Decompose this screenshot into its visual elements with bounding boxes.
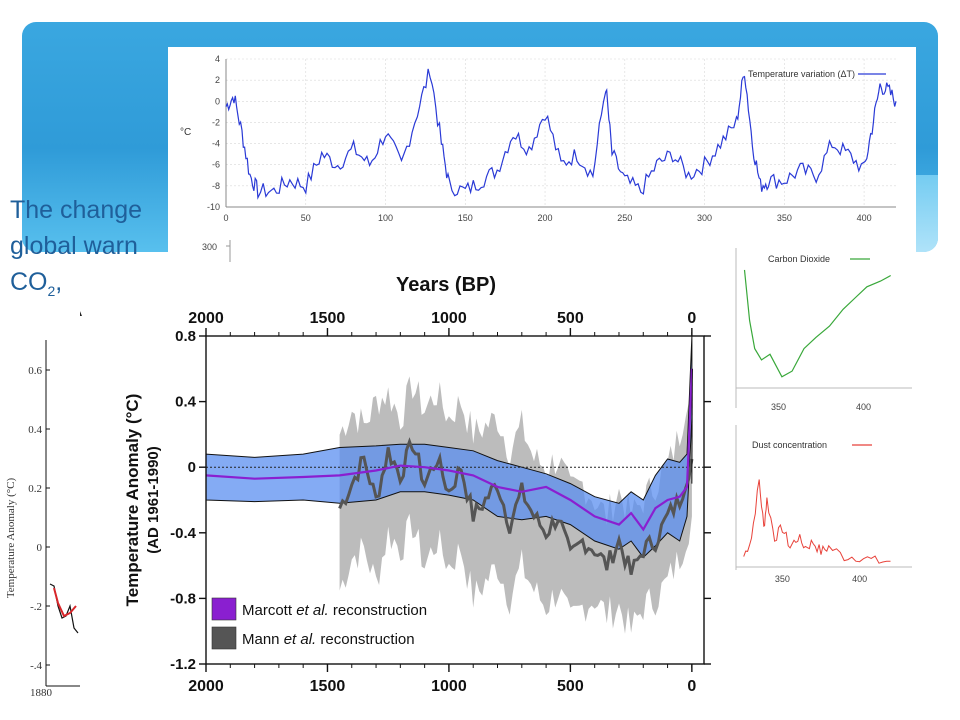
vostok-co2-panel: Carbon Dioxide 350 400 (732, 238, 916, 420)
x-tick-label: 0 (223, 213, 228, 223)
co2-text: CO (10, 268, 48, 296)
axes: 420-2-4-6-8-100 50 100 150 200 250 300 350 400 (207, 54, 896, 223)
holocene-reconstruction-panel: A Years (BP) 2000 2000 1500 1500 1000 1000 500… (80, 264, 728, 700)
y-axis-subtitle: (AD 1961-1990) (145, 446, 162, 554)
y-tick-label: -8 (212, 181, 220, 191)
slide-text-line-3: CO2, (10, 264, 142, 309)
co2-comma: , (55, 268, 63, 296)
gis-y-tick-label: 0.4 (28, 424, 42, 436)
vostok-temperature-panel: 4 2 0 -2 -4 -6 -8 -10 0 50 100 150 200 250 300 350 400 °… (168, 47, 916, 238)
y-axis-label: °C (180, 127, 191, 138)
legend-swatch-mann (211, 626, 237, 650)
temperature-variation-line (225, 68, 897, 200)
top-x-tick-label: 1500 (310, 310, 346, 327)
gis-x-tick-1880: 1880 (30, 687, 53, 699)
co2-x-tick-label: 350 (771, 402, 786, 412)
chart-background (168, 47, 916, 238)
y-tick-label: -10 (207, 202, 220, 212)
mann-reconstruction-line (338, 437, 694, 576)
y-tick-label: -0.4 (170, 525, 197, 542)
x-tick-label: 250 (617, 213, 632, 223)
gistemp-partial-panel: 0.6 0.4 0.2 0 -.2 -.4 Temperature Anomaly (°C… (0, 338, 80, 700)
reconstruction-lines (205, 368, 694, 576)
bottom-x-tick-label: 2000 (188, 678, 224, 695)
legend-temperature: Temperature variation (ΔT) (748, 69, 855, 79)
bottom-x-tick-label: 1500 (310, 678, 346, 695)
gis-y-ticks: 0.6 0.4 0.2 0 -.2 -.4 (28, 365, 50, 672)
x-tick-label: 400 (857, 213, 872, 223)
y-tick-label: -2 (212, 117, 220, 127)
co2-x-ticks: 350 400 (771, 402, 871, 412)
x-tick-label: 150 (458, 213, 473, 223)
y-tick-label: 2 (215, 75, 220, 85)
slide-text-line-2: global warn (10, 232, 138, 260)
y-tick-label: -1.2 (170, 656, 196, 673)
dust-concentration-line (743, 479, 891, 564)
main-legend: Marcott et al. reconstruction Mann et al… (211, 597, 427, 650)
slide-body-text: The change global warn CO2, (10, 192, 142, 309)
co2-axis-fragment: 300 (202, 240, 231, 262)
y-tick-label: 0.4 (175, 394, 197, 411)
top-x-tick-label: 0 (687, 310, 696, 327)
main-ticks: 2000 2000 1500 1500 1000 1000 500 500 0 0 0.8 0.4 0 -… (170, 310, 711, 695)
holocene-reconstruction-chart: A Years (BP) 2000 2000 1500 1500 1000 1000 500… (80, 264, 728, 700)
legend-swatch-marcott (211, 597, 237, 621)
legend-marcott: Marcott et al. reconstruction (242, 602, 427, 619)
co2-x-tick-label: 400 (856, 402, 871, 412)
co2-tick-300: 300 (202, 242, 217, 252)
x-tick-label: 350 (777, 213, 792, 223)
bottom-x-tick-label: 500 (557, 678, 584, 695)
x-tick-label: 200 (538, 213, 553, 223)
y-tick-label: 0.8 (175, 328, 196, 345)
gis-y-tick-label: 0.6 (28, 365, 42, 377)
panel-label-a: A (80, 295, 82, 322)
y-tick-label: 0 (188, 459, 196, 476)
carbon-dioxide-chart: Carbon Dioxide 350 400 (735, 248, 912, 412)
dust-x-ticks: 350 400 (775, 574, 867, 584)
y-tick-label: 0 (215, 96, 220, 106)
legend-mann: Mann et al. reconstruction (242, 631, 415, 648)
vostok-dust-panel: Dust concentration 350 400 (732, 420, 916, 590)
gis-y-tick-label: 0 (37, 542, 43, 554)
x-tick-label: 100 (378, 213, 393, 223)
x-tick-label: 50 (301, 213, 311, 223)
dust-concentration-chart: Dust concentration 350 400 (735, 425, 912, 584)
gis-y-tick-label: -.2 (30, 601, 42, 613)
co2-subscript: 2 (47, 283, 56, 299)
x-tick-label: 300 (697, 213, 712, 223)
carbon-dioxide-line (743, 269, 891, 378)
legend-dust-concentration: Dust concentration (752, 440, 827, 450)
gis-y-tick-label: 0.2 (28, 483, 42, 495)
marcott-reconstruction-line (205, 368, 693, 532)
vostok-temperature-chart: 420-2-4-6-8-100 50 100 150 200 250 300 350 400 °… (168, 47, 916, 238)
x-axis-title: Years (BP) (396, 274, 496, 296)
bottom-x-tick-label: 1000 (431, 678, 467, 695)
gis-smoothed-line (53, 587, 77, 618)
y-axis-title: Temperature Anomaly (°C) (123, 394, 142, 607)
plot-frame (205, 335, 705, 665)
gis-y-tick-label: -.4 (30, 660, 42, 672)
legend-carbon-dioxide: Carbon Dioxide (768, 254, 830, 264)
grid (225, 58, 896, 208)
dust-x-tick-label: 400 (852, 574, 867, 584)
top-x-tick-label: 2000 (188, 310, 224, 327)
y-tick-label: -6 (212, 160, 220, 170)
gistemp-partial-chart: 0.6 0.4 0.2 0 -.2 -.4 Temperature Anomaly (°C… (5, 340, 80, 699)
gis-y-axis-label: Temperature Anomaly (°C) (5, 478, 17, 599)
top-x-tick-label: 500 (557, 310, 584, 327)
co2-axis-strip: 300 (168, 238, 736, 262)
y-tick-label: -4 (212, 139, 220, 149)
bottom-x-tick-label: 0 (687, 678, 696, 695)
y-tick-label: -0.8 (170, 590, 196, 607)
top-x-tick-label: 1000 (431, 310, 467, 327)
y-tick-label: 4 (215, 54, 220, 64)
slide-text-line-1: The change (10, 196, 143, 224)
dust-x-tick-label: 350 (775, 574, 790, 584)
